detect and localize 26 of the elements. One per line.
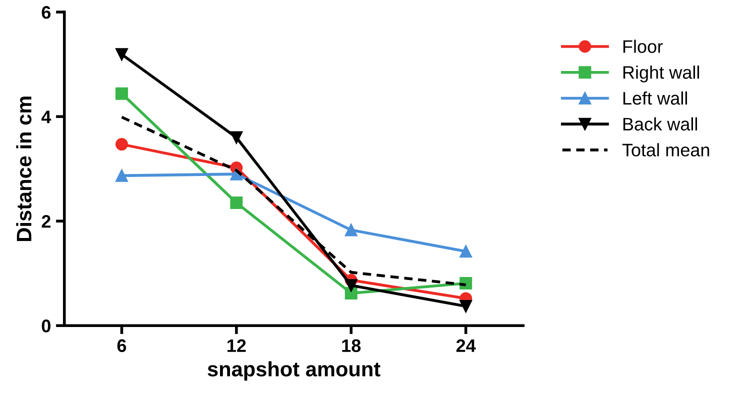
y-tick-label: 0 — [42, 320, 50, 332]
legend-label: Total mean — [622, 143, 710, 156]
legend-label: Back wall — [623, 117, 698, 131]
x-tick-label: 18 — [342, 339, 361, 352]
point — [115, 48, 128, 61]
point — [344, 286, 358, 300]
x-tick-label: 12 — [228, 339, 246, 352]
point — [115, 169, 128, 182]
x-tick-label: 24 — [456, 339, 476, 352]
legend-label: Left wall — [623, 91, 687, 105]
point — [460, 245, 472, 258]
point — [344, 279, 358, 292]
point — [230, 131, 243, 144]
point — [460, 300, 472, 313]
legend-label: Right wall — [623, 66, 700, 82]
y-tick-label: 2 — [42, 215, 50, 228]
y-tick-label: 4 — [41, 110, 52, 124]
point — [344, 224, 358, 236]
x-axis-title: snapshot amount — [208, 361, 380, 381]
point — [230, 196, 243, 210]
y-axis-title: Distance in cm — [16, 96, 32, 241]
point — [115, 138, 128, 151]
legend-label: Floor — [623, 40, 663, 53]
y-tick-label: 6 — [42, 6, 51, 19]
point — [115, 87, 128, 100]
x-tick-label: 6 — [117, 339, 126, 352]
